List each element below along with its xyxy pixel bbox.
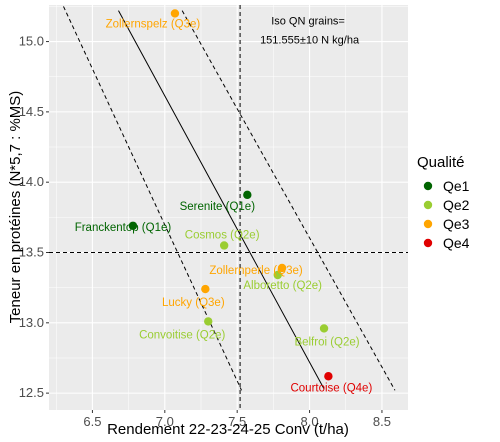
point-label: Serenite (Q1e) [180,201,256,213]
iso-line [118,10,325,390]
y-tick-label: 12.5 [19,385,44,400]
legend-title: Qualité [417,154,465,171]
point-label: Courtoise (Q4e) [290,382,372,394]
y-tick-label: 15.0 [19,34,44,49]
point-label: Zollernperle (Q3e) [209,265,302,277]
y-tick-label: 14.0 [19,174,44,189]
y-tick-label: 13.0 [19,315,44,330]
data-point [219,241,229,250]
legend-key [423,181,433,191]
data-point [277,263,287,273]
legend-label: Qe4 [443,235,470,251]
point-label: Cosmos (Q2e) [185,229,260,241]
point-label: Franckentop (Q1e) [75,222,172,234]
data-point [201,284,210,294]
y-tick-label: 14.5 [19,104,44,119]
x-tick-label: 8.0 [301,414,319,429]
x-axis-title: Rendement 22-23-24-25 Conv (t/ha) [107,421,349,438]
iso-bound-line [63,6,242,391]
iso-annotation-line-2: 151.555±10 N kg/ha [260,35,360,47]
iso-annotation: Iso QN grains= 151.555±10 N kg/ha [260,16,360,47]
point-label: Zollernspelz (Q3e) [106,18,201,30]
data-point [324,372,333,381]
iso-annotation-line-1: Iso QN grains= [271,16,345,28]
y-axis-title: Teneur en protéines (N*5,7 : %MS) [7,91,24,324]
point-label: Lucky (Q3e) [162,297,225,309]
data-point [243,190,252,200]
data-point [319,324,329,333]
legend-key [423,219,433,229]
legend-label: Qe1 [443,178,470,194]
data-point [128,221,138,230]
legend-label: Qe2 [443,197,470,213]
point-label: Alboretto (Q2e) [243,280,322,292]
x-tick-label: 7.0 [156,414,174,429]
legend: Qualité Qe1 Qe2 Qe3 Qe4 [417,154,470,251]
legend-label: Qe3 [443,216,470,232]
point-label: Belfroi (Q2e) [294,336,359,348]
point-label: Convoitise (Q2e) [139,329,225,341]
data-point [170,9,180,18]
legend-key [423,200,433,210]
data-point [273,270,282,280]
legend-key [423,238,433,248]
x-tick-label: 6.5 [83,414,101,429]
plot-panel [49,5,408,410]
y-tick-label: 13.5 [19,245,44,260]
iso-bound-line [181,10,396,391]
data-point [204,317,213,326]
x-tick-label: 7.5 [228,414,246,429]
x-tick-label: 8.5 [373,414,391,429]
